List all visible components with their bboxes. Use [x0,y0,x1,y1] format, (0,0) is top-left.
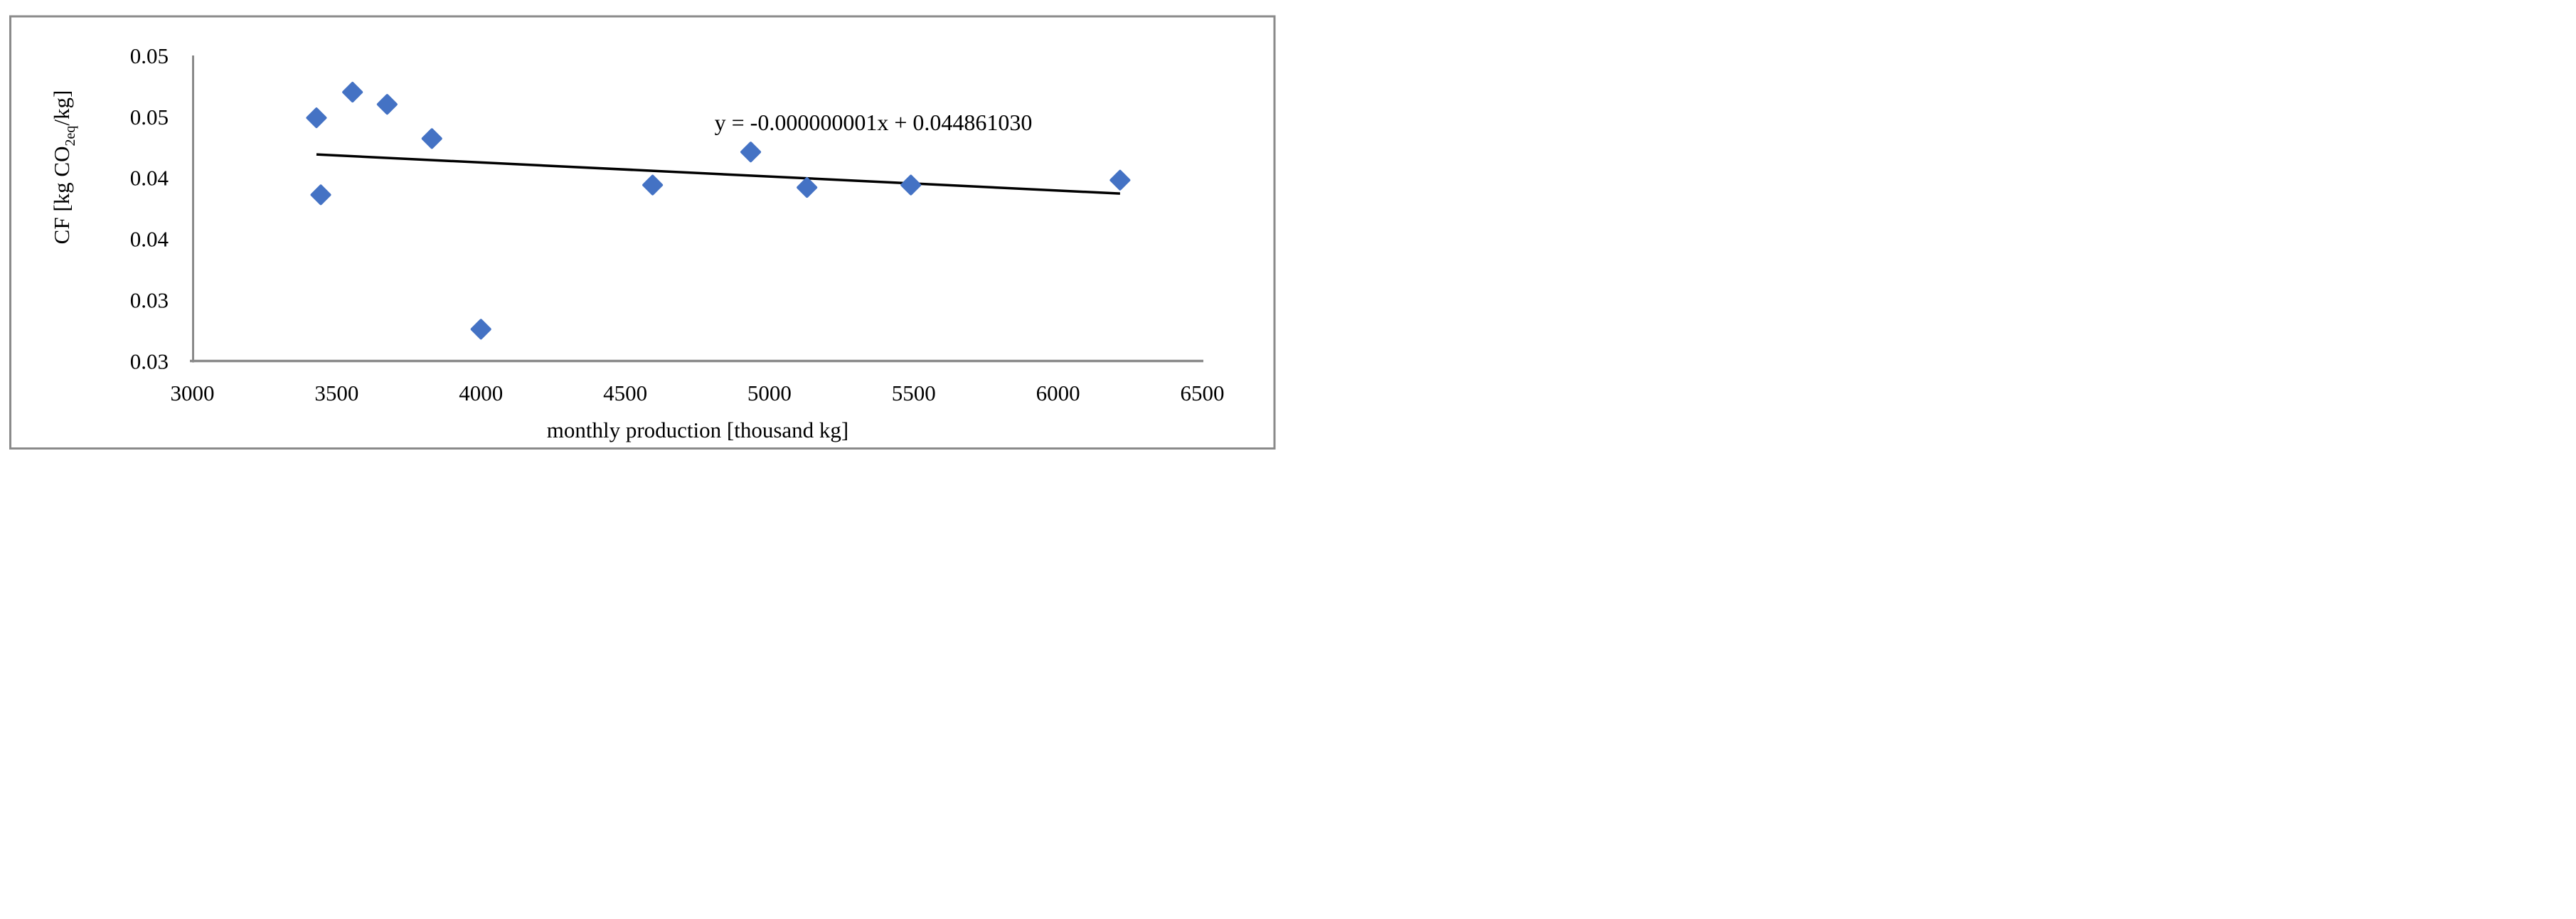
figure-border [9,15,1276,450]
y-tick-label: 0.03 [130,349,169,373]
trendline [316,153,1120,195]
scatter-point-diamond [376,94,398,115]
scatter-point-diamond [470,319,491,340]
scatter-point-diamond [797,177,818,198]
x-tick-label: 5000 [747,381,792,405]
y-tick-label: 0.04 [130,227,169,252]
x-tick-label: 6000 [1036,381,1080,405]
scatter-point-diamond [342,82,363,103]
x-tick-label: 4000 [459,381,503,405]
x-axis-title: monthly production [thousand kg] [547,418,848,442]
y-tick-label: 0.05 [130,43,169,68]
y-tick-label: 0.03 [130,287,169,312]
x-tick-label: 5500 [892,381,936,405]
scatter-points [306,82,1131,340]
y-axis-title: CF [kg CO2eq/kg] [49,90,78,245]
y-axis-tick-labels: 0.03 0.03 0.04 0.04 0.05 0.05 [130,43,169,373]
scatter-point-diamond [1109,169,1131,191]
y-tick-label: 0.04 [130,166,169,191]
scatter-point-diamond [642,174,664,196]
x-tick-label: 6500 [1181,381,1225,405]
scatter-point-diamond [306,107,327,129]
x-tick-label: 4500 [603,381,647,405]
trendline-equation-label: y = -0.000000001x + 0.044861030 [715,110,1033,135]
scatter-point-diamond [310,184,331,206]
x-tick-label: 3500 [314,381,358,405]
scatter-chart: 0.03 0.03 0.04 0.04 0.05 0.05 3000 3500 4000 450… [9,15,1276,450]
scatter-point-diamond [900,174,922,196]
x-axis-tick-labels: 3000 3500 4000 4500 5000 5500 6000 6500 [171,381,1225,405]
scatter-point-diamond [740,142,762,163]
chart-figure: 0.03 0.03 0.04 0.04 0.05 0.05 3000 3500 4000 450… [0,0,1288,460]
x-tick-label: 3000 [171,381,215,405]
y-tick-label: 0.05 [130,105,169,129]
scatter-point-diamond [421,128,442,149]
